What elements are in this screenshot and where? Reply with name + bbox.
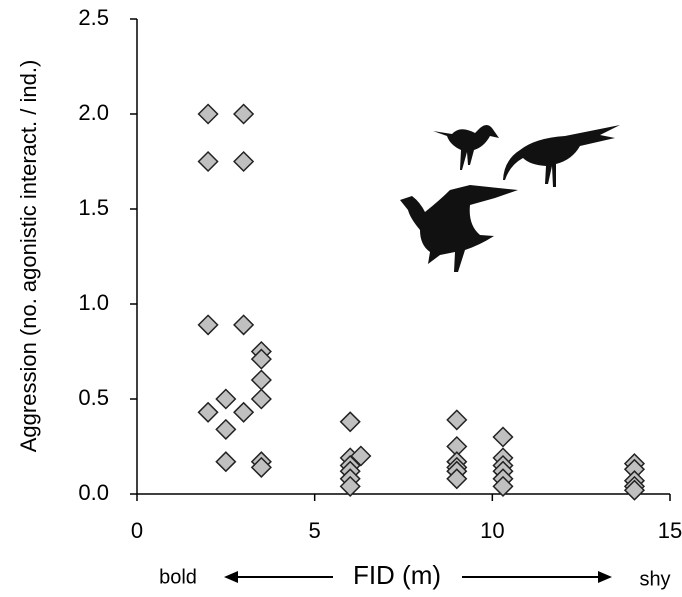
point — [341, 412, 360, 431]
point — [234, 105, 253, 124]
point — [234, 403, 253, 422]
bold-label: bold — [159, 566, 197, 588]
point — [252, 390, 271, 409]
point — [252, 371, 271, 390]
point — [199, 315, 218, 334]
point — [199, 152, 218, 171]
point — [216, 420, 235, 439]
point — [199, 105, 218, 124]
bird — [400, 185, 518, 272]
bird — [433, 125, 499, 170]
plot-area: 0.0 0.5 1.0 1.5 2.0 2.5 0 5 10 15 — [78, 5, 682, 543]
arrow-head — [598, 571, 612, 583]
y-tick-label: 0.5 — [78, 385, 109, 410]
point — [493, 428, 512, 447]
y-tick-label: 1.5 — [78, 195, 109, 220]
shy-label: shy — [639, 568, 670, 590]
point — [199, 403, 218, 422]
y-axis-label: Aggression (no. agonistic interact. / in… — [16, 60, 41, 453]
point — [216, 452, 235, 471]
bird — [503, 125, 620, 187]
y-tick-label: 1.0 — [78, 290, 109, 315]
point — [216, 390, 235, 409]
y-tick-label: 2.5 — [78, 5, 109, 30]
point — [447, 410, 466, 429]
x-axis-label: FID (m) — [353, 560, 441, 590]
x-tick-label: 5 — [309, 518, 321, 543]
chart: Aggression (no. agonistic interact. / in… — [0, 0, 682, 597]
x-tick-label: 15 — [658, 518, 682, 543]
point — [234, 315, 253, 334]
x-tick-label: 10 — [480, 518, 504, 543]
y-tick-label: 2.0 — [78, 100, 109, 125]
x-tick-label: 0 — [131, 518, 143, 543]
point — [234, 152, 253, 171]
arrow-head — [224, 571, 238, 583]
y-tick-label: 0.0 — [78, 480, 109, 505]
bird-silhouettes — [400, 125, 620, 272]
